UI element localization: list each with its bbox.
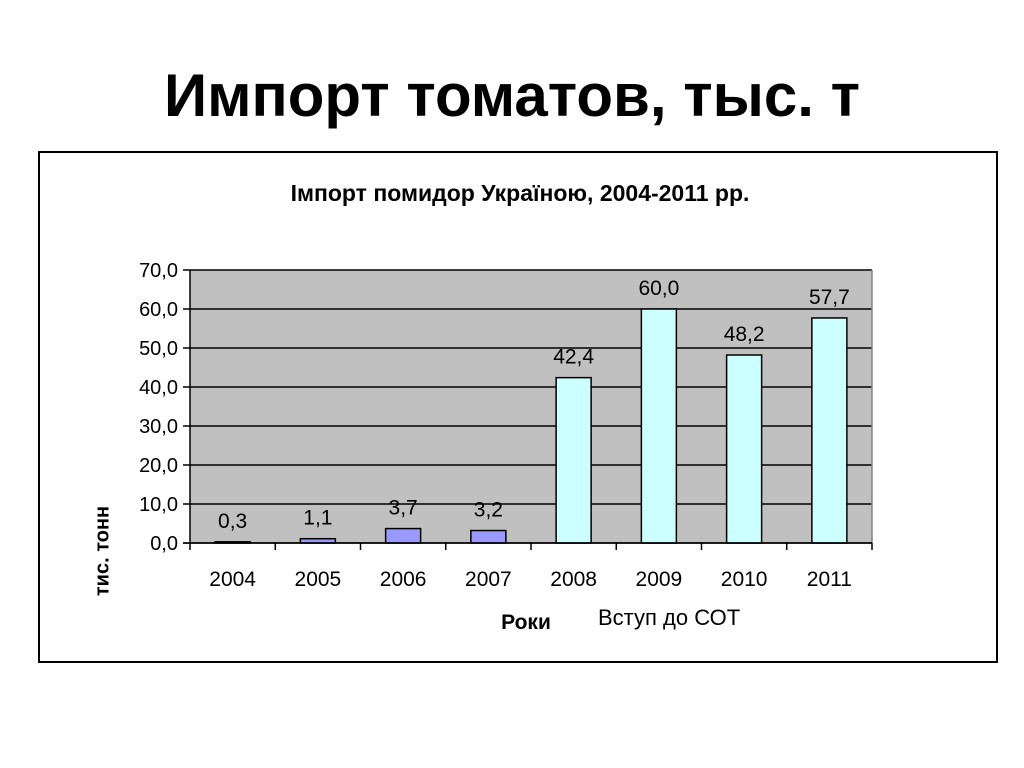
plot-area <box>190 270 872 543</box>
y-tick-label: 60,0 <box>139 299 178 321</box>
y-axis-label: тис. тонн <box>91 505 114 597</box>
y-tick-label: 30,0 <box>139 416 178 438</box>
data-label: 57,7 <box>809 286 850 309</box>
data-label: 3,7 <box>389 497 418 520</box>
bar <box>725 354 763 544</box>
bar <box>470 529 507 544</box>
bar <box>640 308 678 544</box>
chart-frame: Імпорт помидор Україною, 2004-2011 рр. 0… <box>38 151 998 663</box>
x-tick-label: 2011 <box>807 568 852 591</box>
data-label: 0,3 <box>218 510 247 533</box>
data-label: 48,2 <box>724 323 765 346</box>
y-tick-label: 20,0 <box>139 455 178 477</box>
data-label: 1,1 <box>303 507 332 530</box>
x-tick-label: 2007 <box>465 568 512 591</box>
data-label: 3,2 <box>474 499 503 522</box>
bar <box>811 317 848 544</box>
data-label: 60,0 <box>638 277 679 300</box>
bar <box>555 376 592 544</box>
bar <box>384 527 422 544</box>
y-tick-label: 0,0 <box>150 533 178 555</box>
x-tick-label: 2004 <box>209 568 256 591</box>
x-tick-label: 2006 <box>380 568 427 591</box>
y-tick-label: 40,0 <box>139 377 178 399</box>
x-tick-label: 2009 <box>636 568 683 591</box>
wto-annotation: Вступ до СОТ <box>598 605 741 630</box>
x-tick-label: 2005 <box>295 568 342 591</box>
slide-title: Импорт томатов, тыс. т <box>164 62 860 129</box>
data-label: 42,4 <box>553 346 594 369</box>
x-axis-label: Роки <box>501 611 551 634</box>
x-tick-label: 2008 <box>550 568 597 591</box>
y-tick-label: 70,0 <box>139 260 178 282</box>
y-tick-label: 10,0 <box>139 494 178 516</box>
bar-chart: 0,0 10,0 20,0 30,0 40,0 50,0 60,0 70,0 0,3 2004 1,… <box>139 260 873 591</box>
y-tick-label: 50,0 <box>139 338 178 360</box>
chart-title: Імпорт помидор Україною, 2004-2011 рр. <box>290 180 750 206</box>
x-tick-label: 2010 <box>721 568 768 591</box>
